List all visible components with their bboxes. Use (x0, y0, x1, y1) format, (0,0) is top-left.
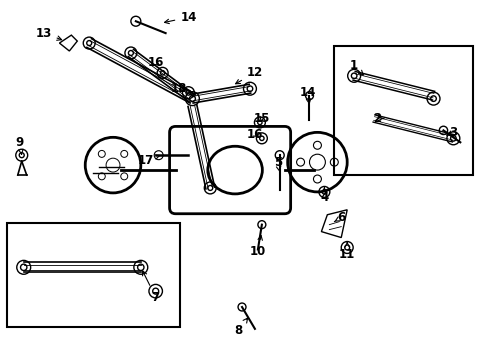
Text: 7: 7 (142, 271, 160, 303)
Text: 6: 6 (334, 211, 345, 224)
Text: 14: 14 (164, 11, 196, 24)
Text: 10: 10 (249, 235, 265, 258)
Text: 18: 18 (170, 82, 186, 95)
Text: 15: 15 (253, 112, 269, 125)
Text: 16: 16 (147, 57, 163, 69)
Bar (7, 223, 180, 327)
Text: 2: 2 (372, 112, 383, 125)
Text: 14: 14 (299, 86, 315, 103)
Text: 9: 9 (16, 136, 24, 154)
Text: 5: 5 (273, 156, 281, 171)
Text: 12: 12 (235, 66, 263, 84)
Text: 4: 4 (320, 188, 328, 204)
Text: 16: 16 (246, 128, 263, 141)
Text: 17: 17 (137, 154, 160, 167)
Text: 1: 1 (349, 59, 363, 75)
Text: 11: 11 (338, 242, 355, 261)
Text: 13: 13 (35, 27, 61, 40)
Bar (334, 46, 472, 175)
Text: 3: 3 (446, 126, 456, 139)
Text: 8: 8 (233, 318, 247, 337)
